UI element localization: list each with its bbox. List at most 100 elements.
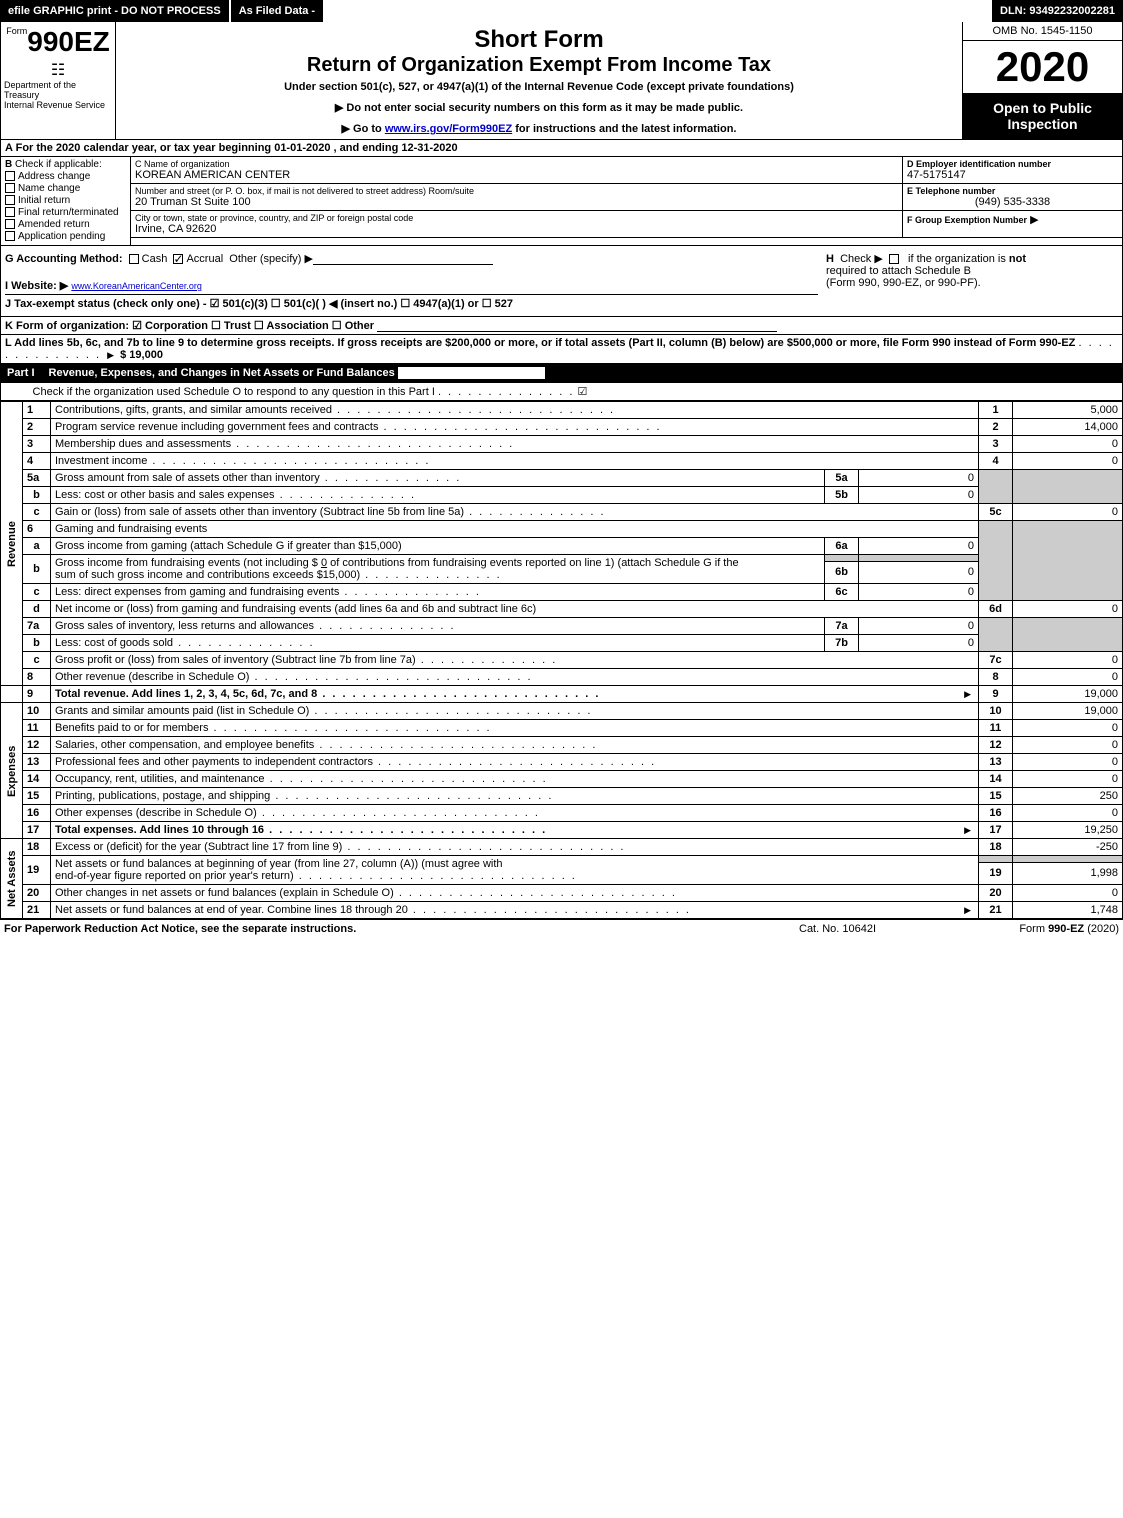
cb-accrual[interactable] bbox=[173, 254, 183, 264]
l4-val: 0 bbox=[1013, 453, 1123, 470]
dln-label: DLN: 93492232002281 bbox=[992, 0, 1123, 22]
tax-year: 2020 bbox=[963, 41, 1122, 94]
l21-rnum: 21 bbox=[979, 902, 1013, 919]
cb-amended-return[interactable]: Amended return bbox=[5, 219, 126, 230]
l17-desc: Total expenses. Add lines 10 through 16 bbox=[51, 822, 979, 839]
l7c-desc: Gross profit or (loss) from sales of inv… bbox=[51, 652, 979, 669]
l6a-desc: Gross income from gaming (attach Schedul… bbox=[51, 538, 825, 555]
form-word: Form bbox=[6, 26, 27, 36]
l10-rnum: 10 bbox=[979, 703, 1013, 720]
other-specify-input[interactable] bbox=[313, 253, 493, 265]
goto-post: for instructions and the latest informat… bbox=[512, 123, 736, 135]
city-label: City or town, state or province, country… bbox=[135, 213, 898, 223]
l21-num: 21 bbox=[23, 902, 51, 919]
l11-num: 11 bbox=[23, 720, 51, 737]
l6-shade-val bbox=[1013, 521, 1123, 601]
website-value[interactable]: www.KoreanAmericanCenter.org bbox=[71, 281, 202, 291]
l6b-shade-lbl bbox=[825, 555, 859, 562]
l9-desc: Total revenue. Add lines 1, 2, 3, 4, 5c,… bbox=[51, 686, 979, 703]
l7b-mval: 0 bbox=[859, 635, 979, 652]
l1-num: 1 bbox=[23, 402, 51, 419]
l8-val: 0 bbox=[1013, 669, 1123, 686]
street-value: 20 Truman St Suite 100 bbox=[135, 196, 898, 208]
l5ab-shade bbox=[979, 470, 1013, 504]
phone-cell: E Telephone number (949) 535-3338 bbox=[903, 184, 1122, 211]
form-subtitle: Under section 501(c), 527, or 4947(a)(1)… bbox=[124, 81, 954, 93]
part1-check-text: Check if the organization used Schedule … bbox=[33, 386, 435, 398]
l2-num: 2 bbox=[23, 419, 51, 436]
l17-rnum: 17 bbox=[979, 822, 1013, 839]
cb-h[interactable] bbox=[889, 254, 899, 264]
cb-final-return[interactable]: Final return/terminated bbox=[5, 207, 126, 218]
phone-value: (949) 535-3338 bbox=[907, 196, 1118, 208]
cb-name-change[interactable]: Name change bbox=[5, 183, 126, 194]
top-bar: efile GRAPHIC print - DO NOT PROCESS As … bbox=[0, 0, 1123, 22]
l7a-mlbl: 7a bbox=[825, 618, 859, 635]
revenue-sidelabel: Revenue bbox=[1, 402, 23, 686]
topbar-spacer bbox=[325, 0, 992, 22]
l5c-desc: Gain or (loss) from sale of assets other… bbox=[51, 504, 979, 521]
l2-desc: Program service revenue including govern… bbox=[51, 419, 979, 436]
part-1-table: Revenue 1 Contributions, gifts, grants, … bbox=[0, 401, 1123, 919]
l6a-mlbl: 6a bbox=[825, 538, 859, 555]
l15-val: 250 bbox=[1013, 788, 1123, 805]
l20-val: 0 bbox=[1013, 885, 1123, 902]
l5b-num: b bbox=[23, 487, 51, 504]
l4-desc: Investment income bbox=[51, 453, 979, 470]
l18-num: 18 bbox=[23, 839, 51, 856]
l5a-mlbl: 5a bbox=[825, 470, 859, 487]
l10-val: 19,000 bbox=[1013, 703, 1123, 720]
l6c-mlbl: 6c bbox=[825, 584, 859, 601]
l19-val: 1,998 bbox=[1013, 862, 1123, 884]
cb-initial-return[interactable]: Initial return bbox=[5, 195, 126, 206]
page-footer: For Paperwork Reduction Act Notice, see … bbox=[0, 919, 1123, 938]
l6b-mval: 0 bbox=[859, 561, 979, 583]
h-not: not bbox=[1009, 253, 1026, 265]
part-1-check: Check if the organization used Schedule … bbox=[0, 383, 1123, 401]
l4-num: 4 bbox=[23, 453, 51, 470]
l6-shade bbox=[979, 521, 1013, 601]
l11-desc: Benefits paid to or for members bbox=[51, 720, 979, 737]
block-gh: G Accounting Method: Cash Accrual Other … bbox=[0, 246, 1123, 317]
l1-val: 5,000 bbox=[1013, 402, 1123, 419]
street-cell: Number and street (or P. O. box, if mail… bbox=[131, 184, 902, 211]
line-a-text: For the 2020 calendar year, or tax year … bbox=[16, 142, 458, 154]
k-other-input[interactable] bbox=[377, 320, 777, 332]
l6b-shade-val bbox=[859, 555, 979, 562]
l6-desc: Gaming and fundraising events bbox=[51, 521, 979, 538]
l6b-desc: Gross income from fundraising events (no… bbox=[51, 555, 825, 584]
l7b-num: b bbox=[23, 635, 51, 652]
h-text3: required to attach Schedule B bbox=[826, 265, 971, 277]
l14-val: 0 bbox=[1013, 771, 1123, 788]
cb-cash[interactable] bbox=[129, 254, 139, 264]
l7a-num: 7a bbox=[23, 618, 51, 635]
header-center: Short Form Return of Organization Exempt… bbox=[116, 22, 962, 139]
l5a-num: 5a bbox=[23, 470, 51, 487]
footer-formref: Form 990-EZ (2020) bbox=[959, 923, 1119, 935]
org-name-cell: C Name of organization KOREAN AMERICAN C… bbox=[131, 157, 902, 184]
l6a-num: a bbox=[23, 538, 51, 555]
l20-rnum: 20 bbox=[979, 885, 1013, 902]
cash-label: Cash bbox=[142, 253, 168, 265]
part1-checkbox[interactable]: ☑ bbox=[578, 386, 588, 398]
l21-val: 1,748 bbox=[1013, 902, 1123, 919]
cb-address-change[interactable]: Address change bbox=[5, 171, 126, 182]
l7ab-shade-val bbox=[1013, 618, 1123, 652]
l19-desc: Net assets or fund balances at beginning… bbox=[51, 856, 979, 885]
l18-desc: Excess or (deficit) for the year (Subtra… bbox=[51, 839, 979, 856]
l19-shade bbox=[979, 856, 1013, 863]
ein-value: 47-5175147 bbox=[907, 169, 1118, 181]
footer-left: For Paperwork Reduction Act Notice, see … bbox=[4, 923, 799, 935]
city-cell: City or town, state or province, country… bbox=[131, 211, 902, 237]
footer-catno: Cat. No. 10642I bbox=[799, 923, 959, 935]
l17-num: 17 bbox=[23, 822, 51, 839]
org-name: KOREAN AMERICAN CENTER bbox=[135, 169, 898, 181]
l9-val: 19,000 bbox=[1013, 686, 1123, 703]
irs-link[interactable]: www.irs.gov/Form990EZ bbox=[385, 123, 512, 135]
l-value: $ 19,000 bbox=[120, 349, 163, 361]
l14-rnum: 14 bbox=[979, 771, 1013, 788]
l5a-desc: Gross amount from sale of assets other t… bbox=[51, 470, 825, 487]
accounting-method: G Accounting Method: Cash Accrual Other … bbox=[1, 246, 822, 316]
cb-application-pending[interactable]: Application pending bbox=[5, 231, 126, 242]
l6c-num: c bbox=[23, 584, 51, 601]
